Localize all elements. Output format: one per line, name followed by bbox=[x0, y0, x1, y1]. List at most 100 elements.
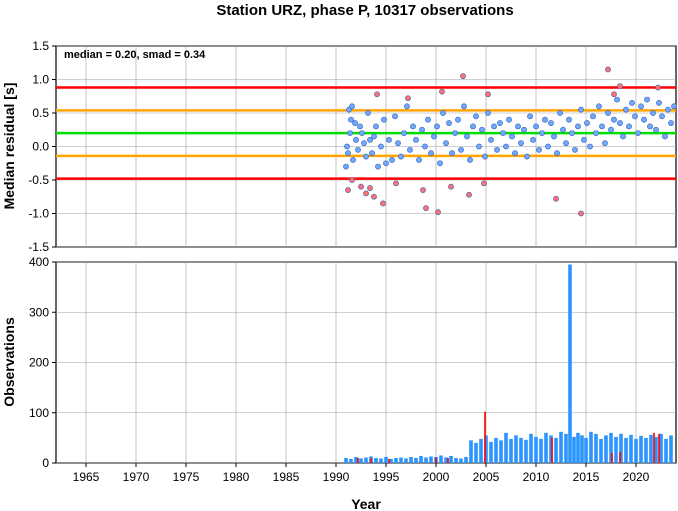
observation-bar bbox=[384, 456, 388, 463]
residual-point bbox=[665, 106, 671, 113]
x-tick-label: 1980 bbox=[223, 470, 250, 484]
residual-point bbox=[560, 126, 566, 133]
observation-bar bbox=[524, 439, 528, 463]
observation-bar bbox=[568, 264, 572, 463]
observation-bar bbox=[479, 438, 483, 463]
residual-point bbox=[521, 126, 527, 133]
observation-bar bbox=[594, 433, 598, 463]
observation-bar bbox=[554, 437, 558, 463]
observation-bar bbox=[419, 455, 423, 463]
residual-point bbox=[395, 140, 401, 147]
x-tick-label: 2000 bbox=[423, 470, 450, 484]
residual-panel: -1.5 -1.0 -0.5 0.0 0.5 1.0 1.5 median = 0.20, … bbox=[1, 39, 677, 254]
x-tick-label: 1970 bbox=[123, 470, 150, 484]
observation-bar bbox=[654, 436, 658, 463]
residual-point bbox=[434, 123, 440, 130]
x-tick-label: 1985 bbox=[273, 470, 300, 484]
residual-point bbox=[381, 116, 387, 123]
residual-point bbox=[467, 156, 473, 163]
residual-point bbox=[602, 140, 608, 147]
observations-bars bbox=[344, 264, 673, 463]
residual-y-tick-label: -0.5 bbox=[28, 173, 49, 187]
observation-bar bbox=[619, 433, 623, 463]
observations-y-tick-label: 200 bbox=[29, 356, 49, 370]
observation-bar bbox=[509, 438, 513, 463]
observation-bar bbox=[474, 442, 478, 463]
residual-point bbox=[470, 123, 476, 130]
observation-bar bbox=[624, 437, 628, 463]
residual-point bbox=[423, 205, 429, 212]
residual-point bbox=[425, 116, 431, 123]
residual-point bbox=[359, 130, 365, 136]
residual-point bbox=[363, 153, 369, 160]
observation-bar bbox=[669, 435, 673, 463]
residual-point bbox=[512, 150, 518, 157]
residual-point bbox=[553, 195, 559, 202]
residual-point bbox=[481, 180, 487, 187]
residual-point bbox=[638, 103, 644, 110]
residual-point bbox=[365, 110, 371, 116]
residual-point bbox=[617, 120, 623, 126]
observation-bar bbox=[644, 437, 648, 463]
residual-point bbox=[632, 113, 638, 120]
residual-y-ticks: -1.5 -1.0 -0.5 0.0 0.5 1.0 1.5 bbox=[28, 39, 56, 254]
residual-point bbox=[518, 140, 524, 147]
residual-point bbox=[439, 88, 445, 95]
observation-bar bbox=[534, 436, 538, 463]
observation-bar bbox=[354, 456, 358, 463]
observations-y-tick-label: 0 bbox=[42, 456, 49, 470]
residual-point bbox=[347, 130, 353, 136]
observation-bar bbox=[539, 438, 543, 463]
observation-spike bbox=[611, 452, 613, 463]
x-tick-label: 2020 bbox=[623, 470, 650, 484]
observation-bar bbox=[659, 433, 663, 463]
observation-spike bbox=[658, 433, 660, 463]
observation-spike bbox=[435, 457, 437, 463]
residual-point bbox=[530, 136, 536, 143]
observation-bar bbox=[359, 458, 363, 463]
x-tick-label: 1995 bbox=[373, 470, 400, 484]
residual-point bbox=[455, 116, 461, 123]
residual-point bbox=[587, 143, 593, 150]
residual-point bbox=[449, 150, 455, 157]
residual-point bbox=[448, 183, 454, 190]
residual-point bbox=[374, 91, 380, 98]
residual-point bbox=[599, 123, 605, 130]
residual-point bbox=[348, 116, 354, 123]
observation-bar bbox=[572, 436, 576, 463]
residual-point bbox=[551, 133, 557, 140]
observation-spike bbox=[619, 451, 621, 463]
residual-grid bbox=[56, 45, 676, 248]
residual-point bbox=[410, 123, 416, 130]
residual-point bbox=[380, 200, 386, 207]
observation-bar bbox=[389, 458, 393, 463]
residual-point bbox=[554, 150, 560, 157]
observation-spike bbox=[484, 411, 486, 463]
residual-point bbox=[371, 193, 377, 200]
residual-point bbox=[349, 103, 355, 110]
residual-point bbox=[647, 123, 653, 130]
residual-annotation: median = 0.20, smad = 0.34 bbox=[64, 49, 206, 61]
observation-spike bbox=[447, 457, 449, 463]
residual-point bbox=[404, 103, 410, 110]
residual-point bbox=[575, 123, 581, 130]
residual-point bbox=[428, 150, 434, 157]
residual-y-tick-label: 0.0 bbox=[32, 140, 49, 154]
residual-point bbox=[656, 100, 662, 106]
residual-point bbox=[446, 120, 452, 126]
observation-bar bbox=[429, 456, 433, 463]
residual-point bbox=[653, 126, 659, 133]
residual-point bbox=[393, 180, 399, 187]
residual-point bbox=[641, 116, 647, 123]
residual-point bbox=[479, 126, 485, 133]
x-tick-label: 1975 bbox=[173, 470, 200, 484]
x-tick-label: 1990 bbox=[323, 470, 350, 484]
residual-point bbox=[620, 133, 626, 140]
observation-bar bbox=[489, 441, 493, 463]
residual-point bbox=[350, 156, 356, 163]
residual-point bbox=[548, 120, 554, 126]
x-tick-label: 1965 bbox=[73, 470, 100, 484]
residual-point bbox=[405, 95, 411, 102]
residual-point bbox=[419, 126, 425, 133]
residual-point bbox=[488, 136, 494, 143]
